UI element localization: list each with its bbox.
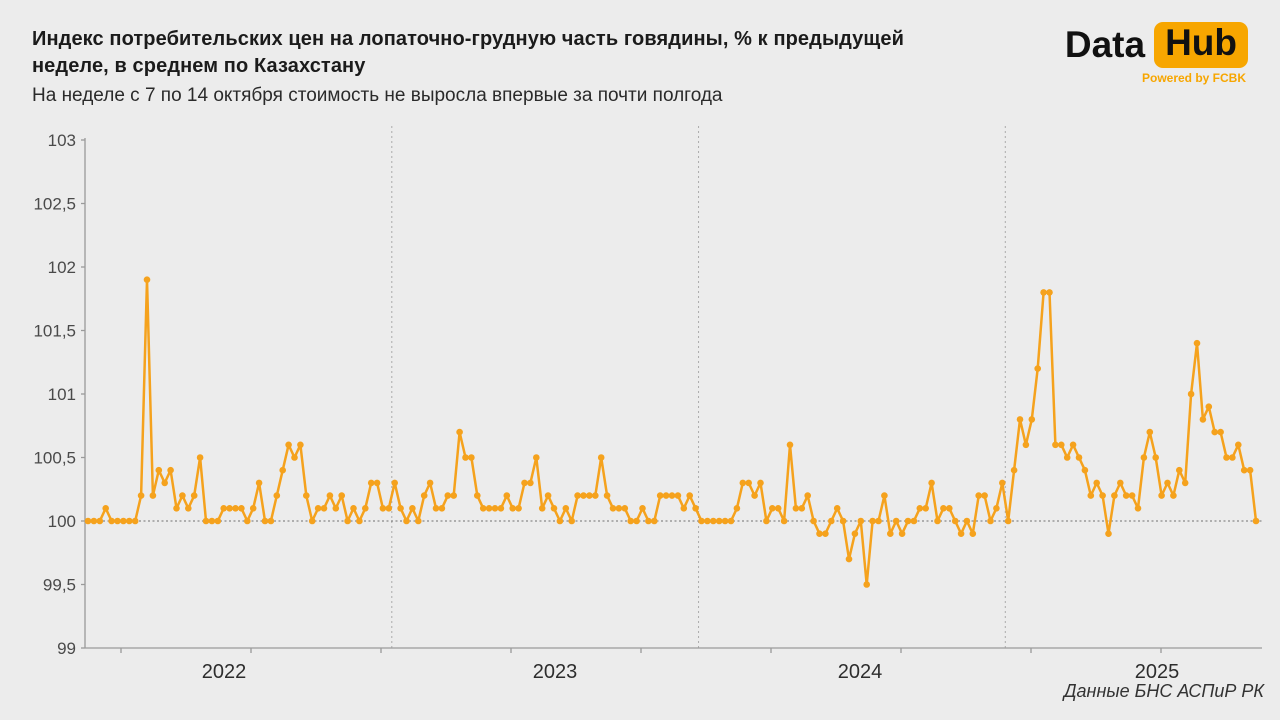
x-axis-year-labels: 2022 2023 2024 2025 — [202, 661, 1180, 683]
year-separator-gridlines — [391, 126, 1006, 648]
y-tick-label: 100 — [48, 512, 76, 531]
year-label: 2023 — [533, 661, 578, 683]
year-label: 2025 — [1135, 661, 1180, 683]
price-index-markers — [84, 276, 1260, 588]
y-tick-label: 101,5 — [33, 322, 76, 341]
y-tick-label: 100,5 — [33, 449, 76, 468]
datahub-logo-row: Data Hub — [1065, 22, 1248, 68]
axes — [84, 138, 1262, 649]
chart-title-line2: неделе, в среднем по Казахстану — [32, 55, 366, 77]
y-tick-label: 101 — [48, 385, 76, 404]
year-label: 2022 — [202, 661, 247, 683]
chart-title: Индекс потребительских цен на лопаточно-… — [32, 26, 1032, 80]
chart-title-line1: Индекс потребительских цен на лопаточно-… — [32, 28, 904, 50]
y-tick-label: 99,5 — [43, 576, 76, 595]
x-axis-ticks — [120, 648, 1162, 653]
y-axis-ticks: 99 99,5 100 100,5 101 101,5 102 102,5 103 — [33, 131, 85, 658]
y-tick-label: 102 — [48, 258, 76, 277]
datahub-logo: Data Hub Powered by FCBK — [1065, 22, 1248, 85]
logo-tagline: Powered by FCBK — [1141, 70, 1246, 85]
data-source-note: Данные БНС АСПиР РК — [1063, 681, 1264, 701]
price-index-line — [86, 278, 1258, 586]
chart-subtitle: На неделе с 7 по 14 октября стоимость не… — [32, 85, 723, 106]
chart-header: Индекс потребительских цен на лопаточно-… — [32, 26, 1032, 109]
logo-hub-badge: Hub — [1154, 22, 1248, 68]
y-tick-label: 102,5 — [33, 195, 76, 214]
y-tick-label: 99 — [57, 639, 76, 658]
y-tick-label: 103 — [48, 131, 76, 150]
logo-text-data: Data — [1064, 23, 1146, 65]
year-label: 2024 — [838, 661, 883, 683]
